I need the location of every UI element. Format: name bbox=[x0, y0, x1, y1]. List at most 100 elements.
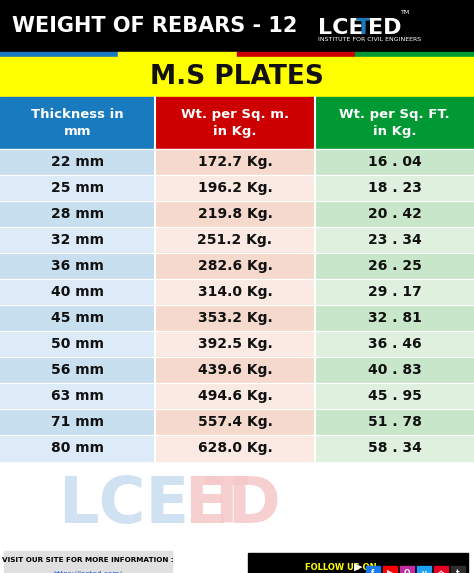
Text: 32 . 81: 32 . 81 bbox=[367, 311, 421, 325]
Bar bbox=[118, 52, 237, 57]
Bar bbox=[0, 175, 155, 201]
Text: 71 mm: 71 mm bbox=[51, 415, 104, 429]
Bar bbox=[237, 52, 356, 57]
Text: https://lceted.com/: https://lceted.com/ bbox=[54, 571, 122, 573]
Bar bbox=[315, 331, 474, 357]
Bar bbox=[0, 149, 155, 175]
Text: 628.0 Kg.: 628.0 Kg. bbox=[198, 441, 273, 455]
Bar bbox=[155, 331, 315, 357]
Bar bbox=[0, 253, 155, 279]
Text: 32 mm: 32 mm bbox=[51, 233, 104, 247]
Bar bbox=[0, 97, 155, 149]
Bar bbox=[0, 305, 155, 331]
Text: 28 mm: 28 mm bbox=[51, 207, 104, 221]
Bar bbox=[155, 149, 315, 175]
Bar bbox=[400, 566, 414, 573]
Bar bbox=[155, 383, 315, 409]
Bar bbox=[315, 253, 474, 279]
Text: ✿: ✿ bbox=[438, 568, 444, 573]
Bar bbox=[366, 566, 380, 573]
Bar bbox=[0, 227, 155, 253]
Bar bbox=[315, 175, 474, 201]
Text: ED: ED bbox=[368, 18, 401, 38]
Text: VISIT OUR SITE FOR MORE INFORMATION :: VISIT OUR SITE FOR MORE INFORMATION : bbox=[2, 557, 174, 563]
Text: 36 mm: 36 mm bbox=[51, 259, 104, 273]
Text: TM: TM bbox=[401, 10, 410, 15]
Bar bbox=[0, 57, 474, 97]
Bar bbox=[417, 566, 431, 573]
Bar bbox=[248, 553, 468, 573]
Bar bbox=[155, 409, 315, 435]
Bar bbox=[4, 551, 172, 573]
Text: t: t bbox=[456, 568, 460, 573]
Text: 40 . 83: 40 . 83 bbox=[368, 363, 421, 377]
Bar bbox=[315, 383, 474, 409]
Bar bbox=[315, 409, 474, 435]
Bar bbox=[155, 357, 315, 383]
Bar bbox=[155, 435, 315, 461]
Text: 50 mm: 50 mm bbox=[51, 337, 104, 351]
Bar bbox=[155, 97, 315, 149]
Text: ▶: ▶ bbox=[387, 568, 393, 573]
Text: FOLLOW US ON: FOLLOW US ON bbox=[305, 563, 377, 571]
Text: 16 . 04: 16 . 04 bbox=[368, 155, 421, 169]
Bar bbox=[155, 279, 315, 305]
Bar bbox=[315, 227, 474, 253]
Bar bbox=[315, 305, 474, 331]
Text: T: T bbox=[356, 18, 371, 38]
Bar bbox=[0, 0, 474, 52]
Text: 45 . 95: 45 . 95 bbox=[367, 389, 421, 403]
Text: 439.6 Kg.: 439.6 Kg. bbox=[198, 363, 272, 377]
Text: 36 . 46: 36 . 46 bbox=[368, 337, 421, 351]
Bar bbox=[155, 227, 315, 253]
Text: 26 . 25: 26 . 25 bbox=[367, 259, 421, 273]
Text: 494.6 Kg.: 494.6 Kg. bbox=[198, 389, 273, 403]
Text: 392.5 Kg.: 392.5 Kg. bbox=[198, 337, 273, 351]
Text: 29 . 17: 29 . 17 bbox=[368, 285, 421, 299]
Bar bbox=[314, 6, 470, 48]
Text: WEIGHT OF REBARS - 12: WEIGHT OF REBARS - 12 bbox=[12, 16, 297, 36]
Text: 282.6 Kg.: 282.6 Kg. bbox=[198, 259, 273, 273]
Text: 172.7 Kg.: 172.7 Kg. bbox=[198, 155, 273, 169]
Bar bbox=[155, 201, 315, 227]
Bar bbox=[315, 201, 474, 227]
Bar bbox=[315, 149, 474, 175]
Text: Thickness in
mm: Thickness in mm bbox=[31, 108, 124, 138]
Text: 353.2 Kg.: 353.2 Kg. bbox=[198, 311, 273, 325]
Text: 18 . 23: 18 . 23 bbox=[367, 181, 421, 195]
Bar bbox=[155, 253, 315, 279]
Text: Ο: Ο bbox=[404, 568, 410, 573]
Text: 63 mm: 63 mm bbox=[51, 389, 104, 403]
Bar bbox=[315, 435, 474, 461]
Bar bbox=[451, 566, 465, 573]
Bar bbox=[434, 566, 448, 573]
Text: 22 mm: 22 mm bbox=[51, 155, 104, 169]
Bar bbox=[0, 52, 118, 57]
Text: Wt. per Sq. FT.
in Kg.: Wt. per Sq. FT. in Kg. bbox=[339, 108, 450, 138]
Bar bbox=[155, 305, 315, 331]
Text: T: T bbox=[205, 474, 249, 536]
Bar bbox=[0, 331, 155, 357]
Bar bbox=[383, 566, 397, 573]
Text: 251.2 Kg.: 251.2 Kg. bbox=[198, 233, 273, 247]
Text: 40 mm: 40 mm bbox=[51, 285, 104, 299]
Text: 196.2 Kg.: 196.2 Kg. bbox=[198, 181, 273, 195]
Text: INSTITUTE FOR CIVIL ENGINEERS: INSTITUTE FOR CIVIL ENGINEERS bbox=[318, 37, 421, 42]
Bar bbox=[155, 175, 315, 201]
Bar bbox=[315, 97, 474, 149]
Text: LCE: LCE bbox=[318, 18, 364, 38]
Text: 314.0 Kg.: 314.0 Kg. bbox=[198, 285, 273, 299]
Text: M.S PLATES: M.S PLATES bbox=[150, 64, 324, 90]
Text: 45 mm: 45 mm bbox=[51, 311, 104, 325]
Text: 56 mm: 56 mm bbox=[51, 363, 104, 377]
Text: 51 . 78: 51 . 78 bbox=[367, 415, 421, 429]
Text: 219.8 Kg.: 219.8 Kg. bbox=[198, 207, 273, 221]
Text: 80 mm: 80 mm bbox=[51, 441, 104, 455]
Bar bbox=[315, 279, 474, 305]
Bar bbox=[315, 357, 474, 383]
Text: 58 . 34: 58 . 34 bbox=[367, 441, 421, 455]
Bar bbox=[0, 279, 155, 305]
Text: 25 mm: 25 mm bbox=[51, 181, 104, 195]
Bar bbox=[0, 383, 155, 409]
Text: y: y bbox=[421, 568, 427, 573]
